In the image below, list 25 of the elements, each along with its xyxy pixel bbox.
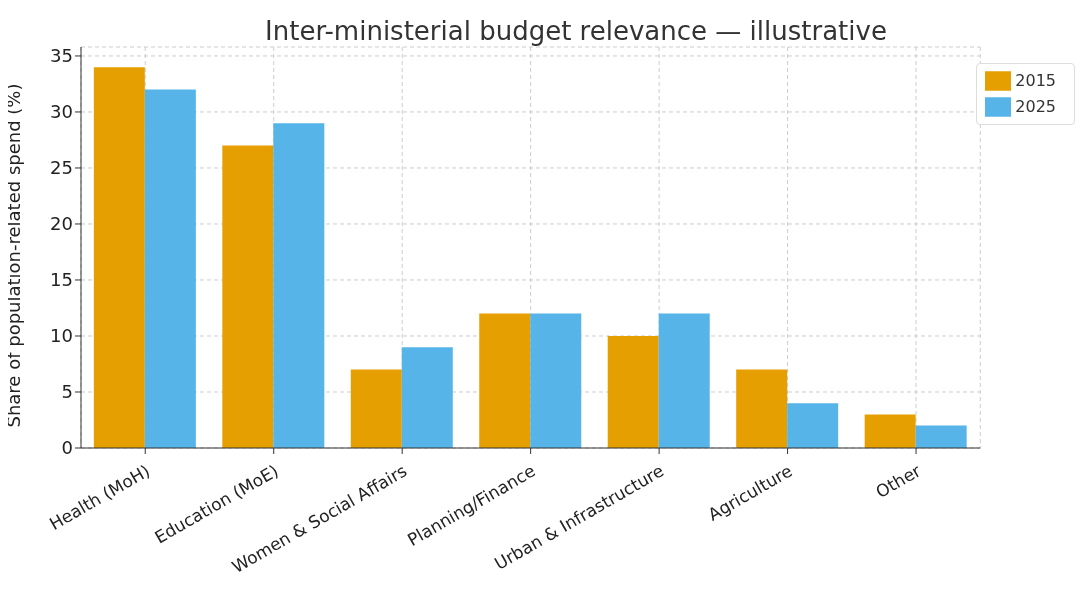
- bar: [93, 67, 145, 448]
- y-tick-label: 5: [61, 381, 73, 403]
- bar: [736, 369, 788, 448]
- bar: [401, 347, 453, 448]
- y-tick-label: 10: [50, 325, 73, 347]
- legend-label: 2025: [1015, 96, 1056, 116]
- bar: [915, 425, 967, 448]
- bar: [222, 145, 274, 448]
- bar: [479, 313, 531, 448]
- bar: [350, 369, 402, 448]
- y-tick-label: 35: [50, 45, 73, 67]
- y-tick-label: 20: [50, 213, 73, 235]
- legend-label: 2015: [1015, 70, 1056, 90]
- bar: [530, 313, 582, 448]
- y-tick-label: 25: [50, 157, 73, 179]
- bar: [607, 335, 659, 448]
- bar: [864, 414, 916, 448]
- y-tick-label: 30: [50, 101, 73, 123]
- y-tick-label: 15: [50, 269, 73, 291]
- y-tick-label: 0: [61, 437, 73, 459]
- bar: [144, 89, 196, 448]
- chart-title: Inter-ministerial budget relevance — illustrative: [264, 16, 888, 46]
- bar: [273, 123, 325, 448]
- bar: [658, 313, 710, 448]
- bar: [787, 403, 839, 448]
